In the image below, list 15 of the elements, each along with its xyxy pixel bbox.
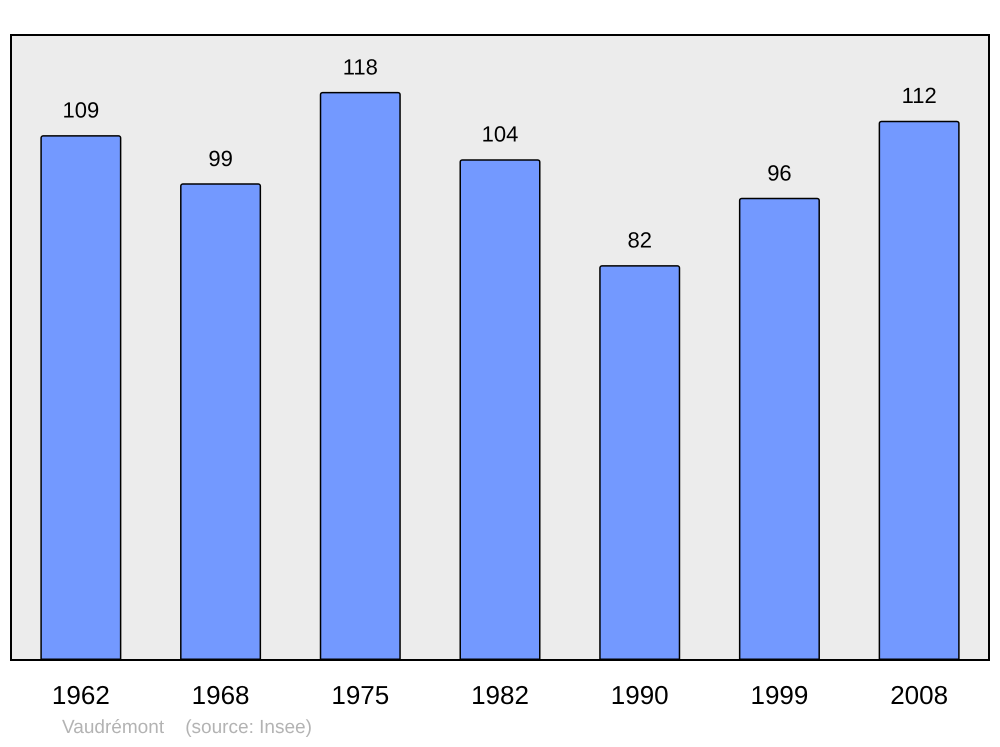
x-tick-label: 1990 [610,680,669,710]
data-label: 109 [62,98,100,123]
data-label: 99 [208,146,233,171]
data-label: 96 [767,160,792,186]
x-tick-label: 2008 [890,680,948,710]
data-label: 104 [482,122,518,147]
x-tick-label: 1975 [331,680,390,710]
data-label: 118 [342,54,378,80]
data-label: 82 [627,228,652,253]
data-label: 112 [902,83,937,108]
x-tick-label: 1999 [750,680,808,710]
text: Vaudrémont (source: Insee) [62,717,312,738]
x-tick-label: 1982 [471,680,529,710]
x-tick-label: 1962 [52,680,110,710]
x-tick-label: 1968 [192,680,250,710]
